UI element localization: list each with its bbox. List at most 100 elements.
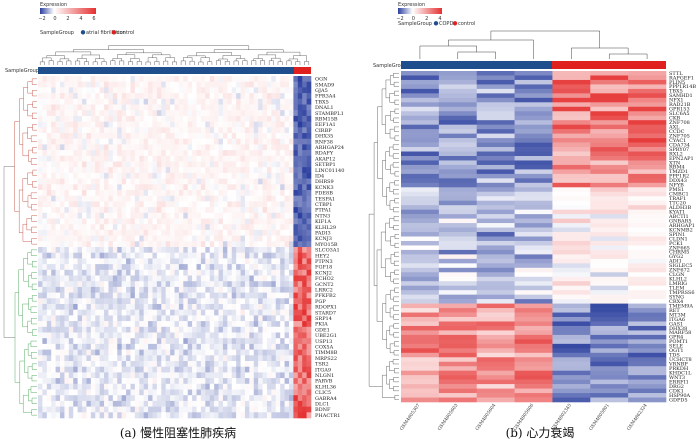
heatmap-cell	[200, 406, 206, 413]
heatmap-cell	[187, 87, 193, 94]
heatmap-cell	[209, 161, 215, 168]
heatmap-cell	[280, 247, 285, 253]
heatmap-cell	[112, 349, 118, 356]
heatmap-cell	[174, 93, 180, 100]
heatmap-cell	[134, 167, 140, 174]
heatmap-cell	[152, 349, 158, 356]
heatmap-cell	[60, 406, 65, 413]
heatmap-cell	[38, 343, 43, 350]
heatmap-cell	[401, 191, 440, 197]
heatmap-cell	[152, 298, 158, 305]
heatmap-cell	[288, 315, 294, 322]
column-dendrogram-branch	[218, 58, 228, 62]
heatmap-cell	[306, 144, 312, 151]
heatmap-cell	[117, 298, 122, 305]
heatmap-cell	[73, 110, 78, 117]
heatmap-cell	[126, 144, 131, 151]
heatmap-cell	[165, 212, 171, 219]
heatmap-cell	[86, 155, 92, 162]
heatmap-cell	[628, 124, 667, 130]
heatmap-cell	[196, 87, 202, 94]
heatmap-cell	[236, 224, 241, 231]
heatmap-cell	[205, 76, 211, 82]
heatmap-cell	[218, 201, 224, 208]
heatmap-cell	[82, 247, 87, 253]
heatmap-cell	[438, 214, 478, 219]
heatmap-cell	[143, 372, 149, 379]
heatmap-cell	[178, 195, 184, 202]
heatmap-cell	[214, 241, 219, 248]
heatmap-cell	[258, 361, 263, 367]
heatmap-cell	[244, 104, 250, 111]
heatmap-cell	[90, 212, 96, 219]
column-dendrogram-branch	[207, 61, 213, 65]
heatmap-cell	[73, 247, 78, 253]
heatmap-cell	[284, 115, 290, 122]
heatmap-cell	[218, 264, 224, 271]
heatmap-cell	[130, 229, 136, 236]
heatmap-cell	[275, 395, 281, 402]
heatmap-cell	[42, 298, 48, 305]
heatmap-cell	[514, 393, 553, 398]
heatmap-cell	[209, 252, 215, 259]
heatmap-cell	[227, 304, 233, 310]
heatmap-cell	[99, 98, 105, 105]
heatmap-cell	[95, 286, 100, 293]
heatmap-cell	[82, 138, 87, 145]
heatmap-cell	[231, 144, 237, 151]
heatmap-cell	[244, 138, 250, 145]
gene-label: WNT3	[669, 375, 685, 381]
heatmap-cell	[161, 87, 166, 94]
gene-label: PHACTR1	[315, 413, 340, 419]
heatmap-cell	[134, 104, 140, 111]
heatmap-cell	[196, 355, 202, 362]
heatmap-cell	[214, 115, 219, 122]
heatmap-cell	[178, 133, 184, 139]
gene-label: CYAC1	[669, 138, 686, 144]
heatmap-cell	[214, 155, 219, 162]
heatmap-cell	[174, 167, 180, 174]
heatmap-cell	[476, 303, 515, 309]
heatmap-cell	[165, 87, 171, 94]
heatmap-cell	[126, 87, 131, 94]
heatmap-cell	[401, 361, 440, 367]
heatmap-cell	[222, 167, 228, 174]
heatmap-cell	[187, 98, 193, 105]
heatmap-cell	[95, 412, 100, 419]
heatmap-cell	[126, 155, 131, 162]
heatmap-cell	[628, 223, 667, 228]
gene-label: SPRY07	[669, 147, 689, 153]
heatmap-cell	[275, 201, 281, 208]
heatmap-cell	[196, 121, 202, 128]
heatmap-cell	[95, 321, 100, 328]
heatmap-cell	[64, 161, 70, 168]
row-dendrogram-branch	[27, 252, 33, 265]
heatmap-cell	[227, 372, 233, 379]
heatmap-cell	[156, 332, 162, 339]
heatmap-cell	[64, 258, 70, 265]
heatmap-cell	[401, 93, 440, 99]
heatmap-cell	[284, 269, 290, 276]
heatmap-cell	[271, 349, 277, 356]
heatmap-cell	[280, 167, 285, 174]
heatmap-cell	[293, 349, 299, 356]
heatmap-cell	[288, 184, 294, 191]
heatmap-cell	[262, 298, 268, 305]
heatmap-cell	[249, 201, 255, 208]
heatmap-cell	[174, 98, 180, 105]
row-dendrogram-branch	[389, 218, 394, 228]
column-dendrogram-branch	[295, 61, 301, 65]
heatmap-cell	[108, 332, 114, 339]
heatmap-cell	[240, 400, 246, 407]
row-dendrogram-branch	[32, 147, 37, 154]
heatmap-cell	[104, 235, 109, 242]
heatmap-cell	[249, 229, 255, 236]
heatmap-cell	[130, 361, 136, 367]
heatmap-cell	[121, 400, 127, 407]
heatmap-cell	[306, 304, 312, 310]
heatmap-cell	[148, 172, 153, 179]
heatmap-cell	[55, 207, 61, 214]
heatmap-cell	[214, 150, 219, 157]
heatmap-cell	[60, 361, 65, 367]
heatmap-cell	[249, 389, 255, 396]
